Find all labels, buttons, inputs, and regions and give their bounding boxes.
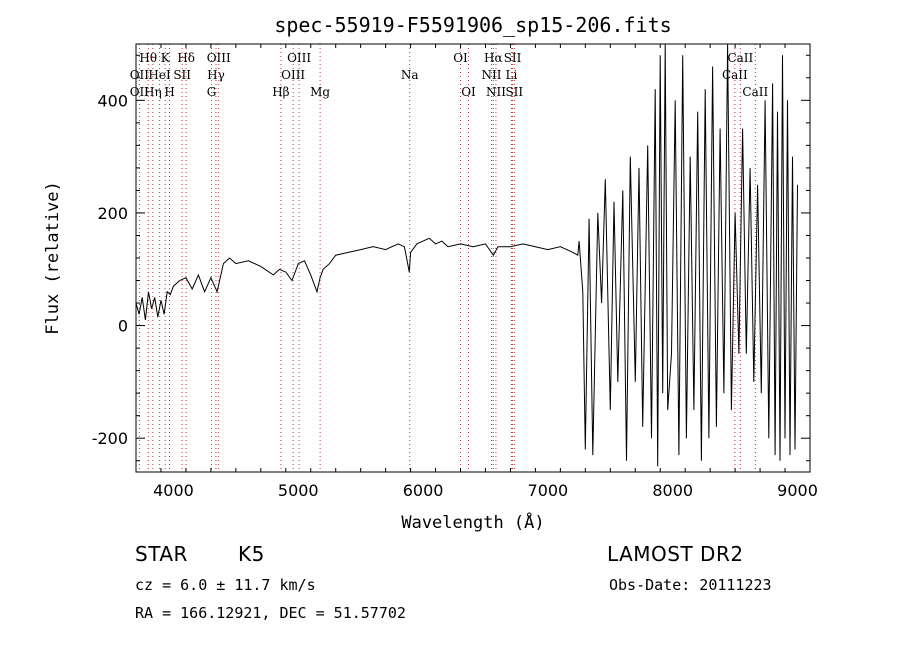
line-label-lines_top-2: Hδ <box>177 51 195 65</box>
x-tick-label-7000: 7000 <box>528 481 569 500</box>
line-label-lines_mid-4: OIII <box>281 68 305 82</box>
line-label-lines_top-5: OI <box>453 51 468 65</box>
x-axis-label: Wavelength (Å) <box>401 511 544 533</box>
line-label-lines_bot-5: Mg <box>310 85 330 99</box>
line-label-lines_mid-6: NII <box>481 68 501 82</box>
chart-title: spec-55919-F5591906_sp15-206.fits <box>274 13 671 37</box>
x-tick-label-9000: 9000 <box>777 481 818 500</box>
obs-date-readout: Obs-Date: 20111223 <box>609 576 772 594</box>
line-label-lines_top-3: OIII <box>207 51 231 65</box>
line-label-lines_bot-4: Hβ <box>272 85 289 99</box>
line-label-lines_mid-5: Na <box>401 68 419 82</box>
y-tick-label--200: -200 <box>92 429 128 448</box>
y-tick-label-400: 400 <box>97 91 128 110</box>
object-subclass: K5 <box>238 542 265 566</box>
line-label-lines_mid-8: CaII <box>722 68 748 82</box>
line-label-lines_bot-3: G <box>207 85 217 99</box>
x-tick-label-4000: 4000 <box>153 481 194 500</box>
y-axis-label: Flux (relative) <box>43 181 63 335</box>
line-label-lines_mid-2: SII <box>173 68 191 82</box>
line-label-lines_bot-2: H <box>164 85 174 99</box>
redshift-readout: cz = 6.0 ± 11.7 km/s <box>135 576 316 594</box>
line-label-lines_mid-3: Hγ <box>207 68 225 82</box>
x-tick-label-8000: 8000 <box>652 481 693 500</box>
line-label-lines_bot-7: NII <box>486 85 506 99</box>
line-label-lines_top-1: K <box>161 51 171 65</box>
x-tick-label-5000: 5000 <box>278 481 319 500</box>
flux-series <box>135 43 798 467</box>
line-label-lines_mid-1: HeI <box>148 68 171 82</box>
x-tick-label-6000: 6000 <box>403 481 444 500</box>
line-label-lines_top-8: CaII <box>727 51 753 65</box>
spectral-line-markers <box>138 44 756 472</box>
line-label-lines_mid-0: OII <box>130 68 150 82</box>
line-label-lines_bot-0: OII <box>130 85 150 99</box>
y-tick-label-0: 0 <box>118 317 128 336</box>
line-label-lines_mid-7: Li <box>506 68 518 82</box>
line-label-lines_top-0: Hθ <box>139 51 157 65</box>
line-label-lines_bot-8: SII <box>505 85 523 99</box>
line-label-lines_top-4: OIII <box>287 51 311 65</box>
line-label-lines_bot-1: Hη <box>144 85 162 99</box>
coordinates-readout: RA = 166.12921, DEC = 51.57702 <box>135 604 406 622</box>
survey-label: LAMOST DR2 <box>607 542 744 566</box>
line-label-lines_bot-9: CaII <box>742 85 768 99</box>
line-label-lines_top-7: SII <box>504 51 522 65</box>
series-0-line <box>135 43 798 467</box>
y-tick-label-200: 200 <box>97 204 128 223</box>
line-label-lines_bot-6: OI <box>461 85 476 99</box>
axes <box>135 43 811 473</box>
line-label-lines_top-6: Hα <box>484 51 503 65</box>
object-class: STAR <box>135 542 188 566</box>
